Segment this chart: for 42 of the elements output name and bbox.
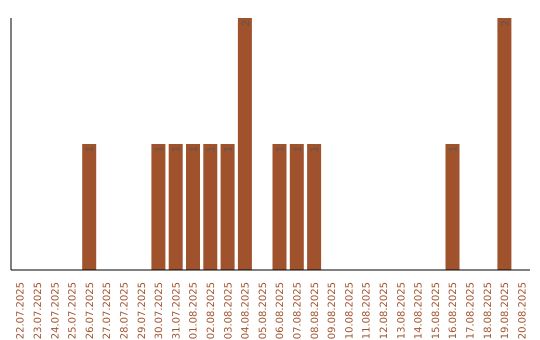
data-label: 1 (310, 146, 322, 152)
x-tick-label: 20.08.2025 (517, 282, 528, 340)
x-tick-label: 18.08.2025 (482, 282, 494, 340)
x-tick-label: 07.08.2025 (292, 282, 304, 340)
data-label: 1 (448, 146, 460, 152)
data-label: 1 (85, 146, 96, 152)
x-tick-label: 15.08.2025 (430, 282, 442, 340)
x-tick-label: 27.07.2025 (102, 282, 114, 340)
x-tick-label: 05.08.2025 (258, 282, 269, 340)
x-tick-label: 03.08.2025 (223, 282, 234, 340)
x-tick-label: 29.07.2025 (136, 282, 148, 340)
data-label: 1 (292, 146, 304, 152)
data-label: 1 (276, 146, 286, 152)
data-label: 1 (172, 146, 183, 152)
x-tick-label: 17.08.2025 (465, 282, 476, 340)
x-tick-label: 12.08.2025 (378, 282, 390, 340)
x-tick-label: 08.08.2025 (310, 282, 321, 340)
x-tick-label: 31.07.2025 (171, 282, 182, 340)
data-label: 1 (206, 146, 218, 152)
x-tick-label: 28.07.2025 (119, 282, 130, 340)
data-label: 1 (224, 146, 235, 152)
data-label: 2 (240, 20, 252, 26)
x-tick-label: 30.07.2025 (154, 282, 166, 340)
data-label: 2 (500, 20, 512, 26)
data-label: 1 (189, 146, 200, 152)
x-tick-label: 01.08.2025 (188, 282, 200, 340)
x-tick-label: 04.08.2025 (240, 282, 252, 340)
data-label: 1 (154, 146, 166, 152)
x-tick-label: 22.07.2025 (16, 282, 27, 340)
x-tick-label: 11.08.2025 (362, 282, 373, 340)
x-tick-label: 25.07.2025 (68, 282, 79, 340)
x-tick-label: 16.08.2025 (448, 282, 460, 340)
x-tick-label: 26.07.2025 (84, 282, 96, 340)
x-tick-label: 10.08.2025 (344, 282, 356, 340)
x-tick-label: 06.08.2025 (275, 282, 286, 340)
x-tick-label: 02.08.2025 (206, 282, 217, 340)
x-tick-label: 19.08.2025 (500, 282, 512, 340)
x-tick-label: 14.08.2025 (414, 282, 425, 340)
x-tick-label: 13.08.2025 (396, 282, 408, 340)
x-tick-label: 09.08.2025 (327, 282, 338, 340)
x-tick-label: 24.07.2025 (50, 282, 62, 340)
x-tick-label: 23.07.2025 (32, 282, 44, 340)
